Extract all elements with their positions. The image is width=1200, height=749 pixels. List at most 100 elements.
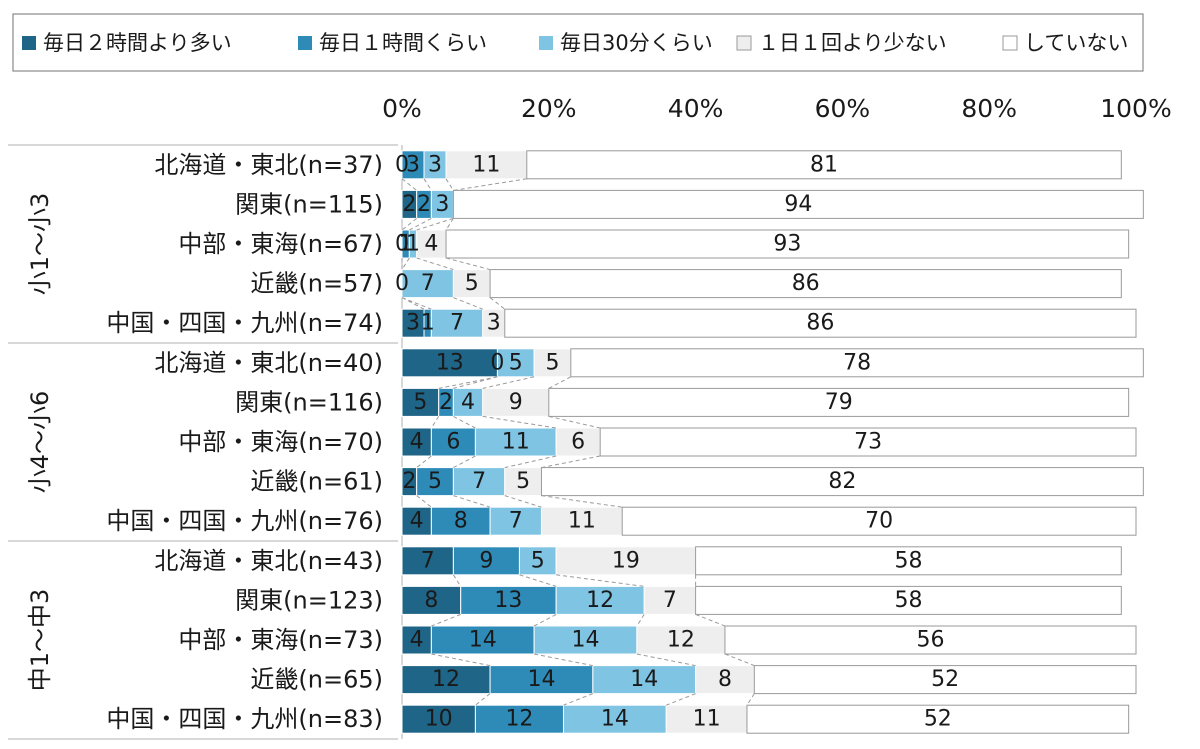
series-connector — [438, 376, 498, 389]
legend-label: 毎日30分くらい — [560, 31, 713, 55]
data-label: 79 — [825, 390, 853, 415]
data-label: 0 — [395, 152, 409, 177]
data-label: 70 — [865, 509, 893, 534]
bar-segment — [482, 387, 550, 417]
data-label: 14 — [630, 667, 658, 692]
series-connector — [548, 415, 601, 429]
bar-segment — [489, 269, 1122, 299]
bar-segment — [695, 546, 1122, 576]
data-label: 11 — [502, 430, 530, 455]
bar-segment — [695, 665, 755, 695]
data-label: 86 — [806, 311, 834, 336]
legend-label: 毎日１時間くらい — [319, 31, 487, 55]
data-label: 13 — [494, 588, 522, 613]
bar-segment — [430, 427, 476, 457]
data-label: 2 — [439, 390, 453, 415]
legend-frame — [12, 13, 1144, 72]
data-label: 4 — [410, 628, 424, 653]
series-connector — [452, 574, 462, 587]
bar-segment — [430, 308, 484, 338]
data-label: 0 — [490, 350, 504, 375]
data-label: 6 — [446, 430, 460, 455]
data-label: 81 — [810, 152, 838, 177]
series-connector — [409, 217, 432, 231]
category-label: 関東(n=116) — [235, 388, 383, 416]
legend-swatch — [298, 36, 312, 50]
data-label: 7 — [663, 588, 677, 613]
data-label: 94 — [784, 192, 812, 217]
series-connector — [556, 574, 645, 587]
data-label: 8 — [718, 667, 732, 692]
bar-segment — [533, 348, 572, 378]
series-connector — [401, 297, 432, 310]
category-label: 関東(n=123) — [235, 586, 383, 614]
bar-segment — [430, 506, 491, 536]
bar-segment — [452, 189, 1144, 219]
data-label: 3 — [487, 311, 501, 336]
data-label: 4 — [410, 509, 424, 534]
category-label: 北海道・東北(n=40) — [154, 349, 383, 377]
data-label: 5 — [516, 469, 530, 494]
data-label: 12 — [586, 588, 614, 613]
data-label: 4 — [410, 430, 424, 455]
bar-segment — [724, 625, 1137, 655]
category-label: 近畿(n=61) — [250, 468, 383, 496]
bar-segment — [489, 665, 594, 695]
series-connector — [636, 653, 696, 667]
data-label: 11 — [472, 152, 500, 177]
group-label: 小1～小3 — [26, 193, 54, 296]
series-connector — [445, 178, 454, 191]
data-label: 3 — [428, 152, 442, 177]
x-axis-ticks: 0% 20% 40% 60% 80% 100% — [382, 94, 1172, 123]
bar-segment — [474, 704, 564, 734]
group-label: 小4～小6 — [26, 391, 54, 494]
bar-segment — [504, 308, 1137, 338]
series-connector — [445, 257, 491, 271]
x-tick-label: 0% — [382, 94, 422, 123]
series-connector — [482, 376, 535, 389]
series-connector — [453, 495, 491, 508]
bar-segment — [753, 665, 1137, 695]
series-connector — [423, 178, 432, 191]
series-connector — [416, 455, 432, 468]
legend-label: 毎日２時間より多い — [43, 31, 232, 55]
bar-segment — [445, 150, 528, 180]
category-labels: 北海道・東北(n=37) 関東(n=115) 中部・東海(n=67) 近畿(n=57)… — [106, 151, 383, 733]
data-label: 7 — [509, 509, 523, 534]
data-label: 3 — [435, 192, 449, 217]
x-tick-label: 80% — [961, 94, 1017, 123]
data-label: 5 — [465, 271, 479, 296]
data-label: 4 — [424, 232, 438, 257]
series-connector — [504, 455, 557, 469]
series-connector — [445, 218, 454, 231]
category-label: 中部・東海(n=73) — [178, 626, 383, 654]
series-connector — [453, 376, 498, 389]
series-connector — [533, 613, 557, 627]
legend-label: していない — [1024, 31, 1128, 55]
series-connector — [453, 455, 476, 469]
series-connector — [724, 653, 755, 667]
bar-segment — [504, 467, 542, 497]
data-label: 8 — [454, 509, 468, 534]
bar-segment — [570, 348, 1144, 378]
bar-segment — [430, 625, 535, 655]
series-connector — [541, 455, 601, 469]
group-label: 中1～中3 — [26, 589, 54, 692]
x-tick-label: 40% — [668, 94, 724, 123]
series-connector — [534, 653, 593, 667]
category-label: 中国・四国・九州(n=74) — [106, 309, 383, 337]
legend-swatch — [1002, 35, 1018, 51]
bar-segment — [599, 427, 1137, 457]
bar-segment — [416, 467, 454, 497]
series-connector — [453, 415, 476, 429]
data-label: 56 — [916, 628, 944, 653]
bar-segment — [445, 229, 1130, 259]
data-label: 5 — [413, 390, 427, 415]
data-label: 5 — [531, 548, 545, 573]
data-label: 52 — [924, 707, 952, 732]
data-label: 14 — [601, 707, 629, 732]
data-label: 4 — [461, 390, 475, 415]
category-label: 北海道・東北(n=43) — [154, 547, 383, 575]
bar-segment — [526, 150, 1122, 180]
legend-label: １日１回より少ない — [758, 31, 947, 55]
